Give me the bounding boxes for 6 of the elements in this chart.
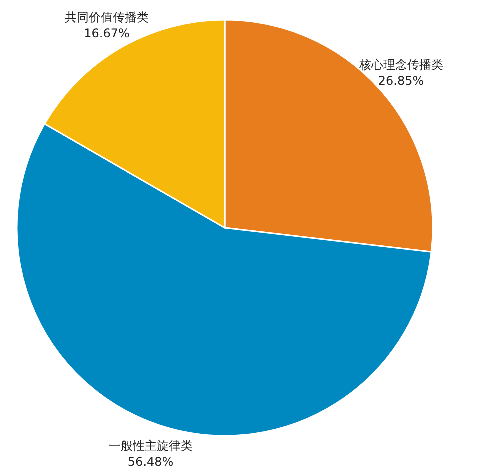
slice-label: 一般性主旋律类 (108, 439, 193, 454)
data-label: 16.67% (84, 26, 130, 41)
slice-label: 共同价值传播类 (64, 10, 149, 25)
slice-label: 核心理念传播类 (358, 58, 444, 72)
data-label: 56.48% (128, 455, 174, 470)
data-label: 26.85% (378, 74, 424, 88)
